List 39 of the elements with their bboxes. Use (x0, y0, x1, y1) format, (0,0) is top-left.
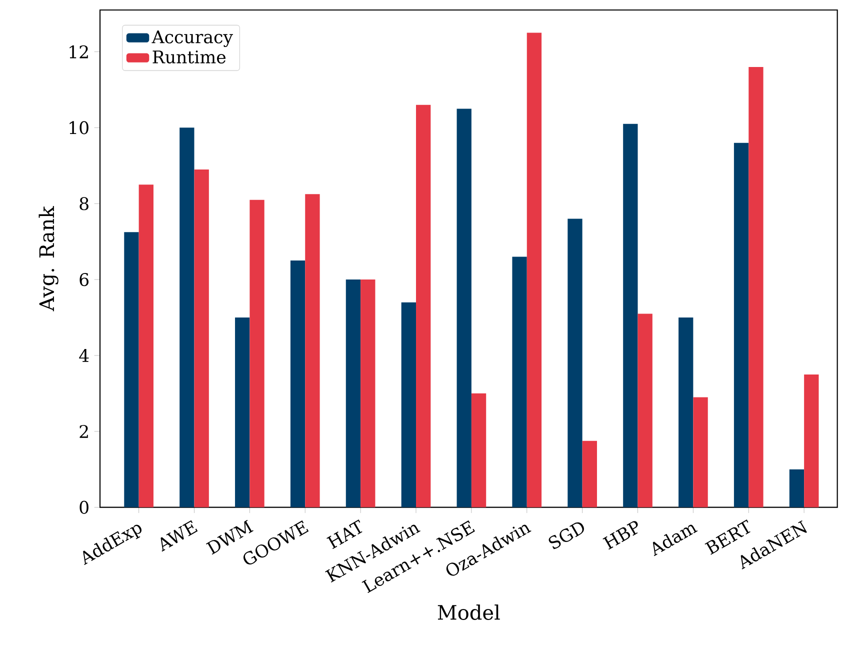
bar (471, 393, 486, 508)
bar (804, 374, 819, 508)
y-tick-label: 4 (79, 348, 89, 362)
y-tick-label: 8 (80, 196, 88, 210)
bar (512, 256, 527, 508)
bar (638, 314, 652, 508)
bar (734, 142, 749, 508)
bar (526, 32, 542, 508)
x-axis-title: Model (438, 604, 500, 620)
legend-label: Accuracy (152, 30, 233, 47)
bar (138, 184, 154, 508)
bar (235, 317, 250, 508)
bar (180, 128, 194, 508)
bar (360, 279, 376, 508)
bar (456, 108, 472, 508)
bar (124, 232, 139, 508)
y-tick-label: 10 (70, 120, 88, 134)
bar (416, 104, 431, 508)
bar (582, 440, 597, 508)
bar (748, 66, 764, 508)
y-axis-title: Avg. Rank (38, 206, 58, 312)
bar (346, 279, 361, 508)
y-tick-label: 12 (70, 45, 88, 58)
bar (305, 194, 320, 508)
bar (623, 124, 638, 508)
y-tick-label: 6 (80, 272, 89, 286)
bar (678, 317, 694, 508)
bar (194, 169, 209, 508)
x-tick-label: SGD (548, 522, 584, 549)
y-tick-label: 2 (80, 424, 88, 438)
bar (789, 469, 804, 508)
y-tick-label: 0 (80, 500, 88, 514)
bar (401, 302, 416, 508)
bar (693, 397, 708, 508)
x-tick-label: HBP (602, 520, 638, 550)
bar (568, 218, 582, 508)
bar (290, 260, 306, 508)
bar (250, 200, 264, 508)
legend-label: Runtime (152, 50, 226, 64)
